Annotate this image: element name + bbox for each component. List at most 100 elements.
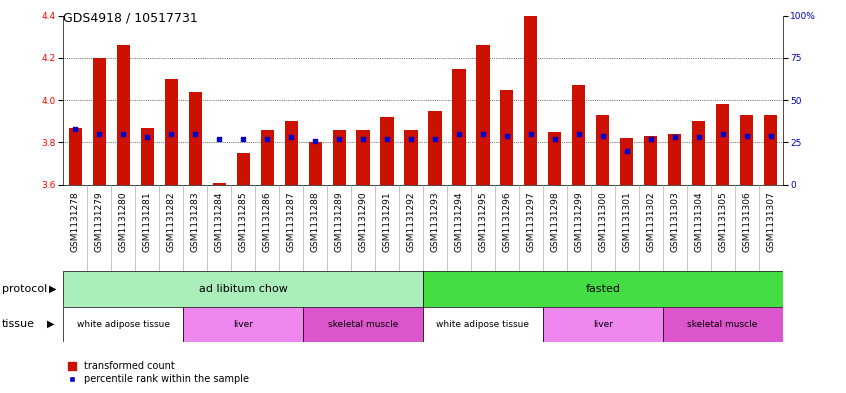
Bar xyxy=(662,307,783,342)
Point xyxy=(69,126,82,132)
Bar xyxy=(525,16,537,185)
Text: liver: liver xyxy=(233,320,253,329)
Text: skeletal muscle: skeletal muscle xyxy=(688,320,758,329)
Text: ▶: ▶ xyxy=(49,284,57,294)
Bar xyxy=(764,115,777,185)
Text: GSM1131304: GSM1131304 xyxy=(695,192,703,252)
Point xyxy=(117,131,130,137)
Bar xyxy=(303,307,423,342)
Text: GSM1131300: GSM1131300 xyxy=(598,192,607,252)
Bar xyxy=(140,128,154,185)
Point xyxy=(524,131,537,137)
Point xyxy=(236,136,250,142)
Text: GSM1131307: GSM1131307 xyxy=(766,192,775,252)
Bar xyxy=(692,121,706,185)
Text: white adipose tissue: white adipose tissue xyxy=(437,320,530,329)
Text: ad libitum chow: ad libitum chow xyxy=(199,284,288,294)
Point xyxy=(548,136,562,142)
Point xyxy=(140,134,154,141)
Point xyxy=(212,136,226,142)
Text: GSM1131303: GSM1131303 xyxy=(670,192,679,252)
Text: GSM1131282: GSM1131282 xyxy=(167,192,176,252)
Point xyxy=(476,131,490,137)
Bar xyxy=(668,134,681,185)
Bar xyxy=(117,45,130,185)
Bar xyxy=(332,130,346,185)
Text: GSM1131281: GSM1131281 xyxy=(143,192,151,252)
Text: GDS4918 / 10517731: GDS4918 / 10517731 xyxy=(63,12,198,25)
Text: GSM1131299: GSM1131299 xyxy=(574,192,583,252)
Bar xyxy=(500,90,514,185)
Bar xyxy=(381,117,393,185)
Bar xyxy=(189,92,202,185)
Text: GSM1131294: GSM1131294 xyxy=(454,192,464,252)
Text: GSM1131302: GSM1131302 xyxy=(646,192,655,252)
Text: GSM1131301: GSM1131301 xyxy=(623,192,631,252)
Text: white adipose tissue: white adipose tissue xyxy=(77,320,170,329)
Bar xyxy=(165,79,178,185)
Text: GSM1131293: GSM1131293 xyxy=(431,192,439,252)
Text: GSM1131279: GSM1131279 xyxy=(95,192,104,252)
Point xyxy=(164,131,178,137)
Point xyxy=(92,131,106,137)
Bar xyxy=(620,138,634,185)
Bar xyxy=(284,121,298,185)
Text: GSM1131291: GSM1131291 xyxy=(382,192,392,252)
Bar xyxy=(63,307,184,342)
Point xyxy=(189,131,202,137)
Point xyxy=(620,148,634,154)
Text: GSM1131285: GSM1131285 xyxy=(239,192,248,252)
Bar xyxy=(184,307,303,342)
Point xyxy=(500,132,514,139)
Bar xyxy=(644,136,657,185)
Point xyxy=(596,132,609,139)
Text: GSM1131287: GSM1131287 xyxy=(287,192,295,252)
Bar xyxy=(543,307,662,342)
Text: GSM1131286: GSM1131286 xyxy=(263,192,272,252)
Bar xyxy=(356,130,370,185)
Bar xyxy=(261,130,274,185)
Bar xyxy=(740,115,753,185)
Text: fasted: fasted xyxy=(585,284,620,294)
Point xyxy=(261,136,274,142)
Bar xyxy=(237,153,250,185)
Text: GSM1131278: GSM1131278 xyxy=(71,192,80,252)
Text: GSM1131295: GSM1131295 xyxy=(479,192,487,252)
Text: GSM1131296: GSM1131296 xyxy=(503,192,511,252)
Point xyxy=(404,136,418,142)
Bar xyxy=(428,111,442,185)
Bar xyxy=(572,85,585,185)
Point xyxy=(356,136,370,142)
Bar xyxy=(69,128,82,185)
Bar xyxy=(548,132,562,185)
Point xyxy=(764,132,777,139)
Point xyxy=(692,134,706,141)
Bar xyxy=(212,183,226,185)
Text: GSM1131305: GSM1131305 xyxy=(718,192,727,252)
Bar xyxy=(404,130,418,185)
Text: liver: liver xyxy=(593,320,613,329)
Text: GSM1131292: GSM1131292 xyxy=(407,192,415,252)
Point xyxy=(308,138,321,144)
Text: ▶: ▶ xyxy=(47,319,54,329)
Text: skeletal muscle: skeletal muscle xyxy=(328,320,398,329)
Point xyxy=(284,134,298,141)
Point xyxy=(644,136,657,142)
Point xyxy=(380,136,393,142)
Legend: transformed count, percentile rank within the sample: transformed count, percentile rank withi… xyxy=(69,361,249,384)
Bar xyxy=(93,58,106,185)
Text: GSM1131298: GSM1131298 xyxy=(551,192,559,252)
Point xyxy=(572,131,585,137)
Bar xyxy=(423,271,783,307)
Text: GSM1131288: GSM1131288 xyxy=(310,192,320,252)
Bar xyxy=(63,271,423,307)
Text: GSM1131306: GSM1131306 xyxy=(742,192,751,252)
Text: tissue: tissue xyxy=(2,319,35,329)
Point xyxy=(332,136,346,142)
Point xyxy=(667,134,681,141)
Text: GSM1131290: GSM1131290 xyxy=(359,192,367,252)
Text: protocol: protocol xyxy=(2,284,47,294)
Point xyxy=(739,132,753,139)
Bar xyxy=(716,105,729,185)
Text: GSM1131289: GSM1131289 xyxy=(335,192,343,252)
